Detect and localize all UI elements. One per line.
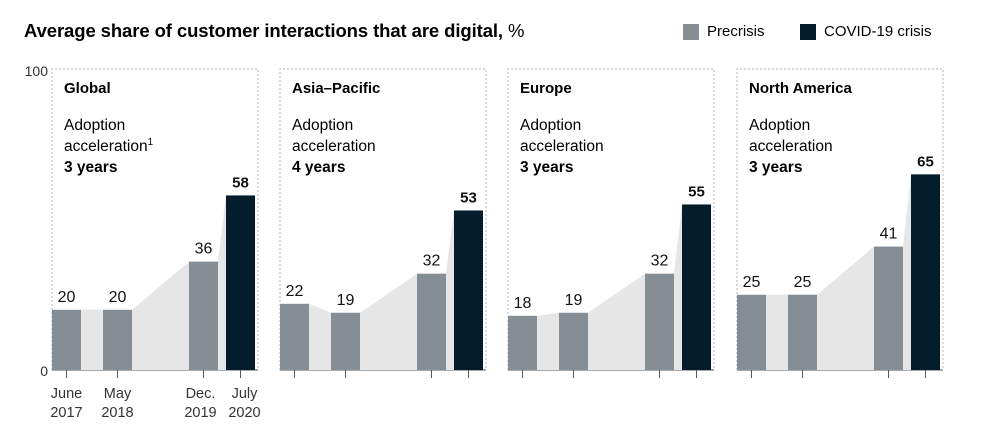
panel-adoption-line1: Adoption	[64, 117, 125, 134]
x-tick-label: 2020	[228, 405, 260, 421]
bar-value-label: 58	[232, 174, 249, 191]
legend-swatch-precrisis	[683, 23, 699, 40]
panel-frame-global	[51, 68, 259, 370]
bar-value-label: 41	[880, 226, 898, 243]
bar-value-label: 22	[286, 283, 304, 300]
bar-value-label: 19	[565, 292, 583, 309]
bar-global-2	[103, 309, 132, 370]
bar-europe-3	[645, 273, 674, 370]
panel-years-asia-pacific: 4 years	[292, 159, 345, 176]
bar-asia-pacific-3	[417, 273, 446, 370]
x-tick-label: Dec.	[186, 386, 216, 402]
panel-years-global: 3 years	[64, 159, 117, 176]
bar-value-label: 18	[514, 295, 532, 312]
panel-adoption-line2: acceleration	[292, 138, 376, 155]
panel-frame-north-america	[736, 68, 944, 370]
panel-title-asia-pacific: Asia–Pacific	[292, 80, 380, 97]
bar-north-america-2	[788, 294, 817, 370]
panel-adoption-line1: Adoption	[520, 117, 581, 134]
chart-title: Average share of customer interactions t…	[24, 20, 525, 41]
bar-value-label: 65	[917, 153, 934, 170]
panel-title-europe: Europe	[520, 80, 572, 97]
x-tick-label: June	[51, 386, 82, 402]
bar-value-label: 36	[195, 241, 213, 258]
bar-value-label: 20	[109, 289, 127, 306]
legend-label-crisis: COVID-19 crisis	[824, 23, 932, 40]
x-tick-label: 2019	[184, 405, 216, 421]
bar-value-label: 20	[58, 289, 76, 306]
x-tick-label: 2018	[101, 405, 133, 421]
panel-frame-europe	[507, 68, 715, 370]
panel-adoption-line1: Adoption	[749, 117, 810, 134]
bar-global-4	[226, 195, 255, 370]
y-tick-label-100: 100	[25, 63, 49, 79]
x-tick-label: 2017	[50, 405, 82, 421]
bar-value-label: 19	[337, 292, 355, 309]
legend-item-precrisis: Precrisis	[683, 23, 765, 40]
x-tick-label: May	[104, 386, 132, 402]
bar-global-1	[52, 309, 81, 370]
x-tick-label: July	[232, 386, 259, 402]
panel-years-north-america: 3 years	[749, 159, 802, 176]
bar-value-label: 32	[651, 253, 669, 270]
bar-value-label: 55	[688, 183, 705, 200]
bar-asia-pacific-1	[280, 303, 309, 370]
panel-frame-asia-pacific	[279, 68, 487, 370]
bar-asia-pacific-2	[331, 312, 360, 370]
footnote-marker: 1	[148, 137, 154, 148]
bar-value-label: 25	[743, 274, 761, 291]
panel-adoption-line1: Adoption	[292, 117, 353, 134]
legend-label-precrisis: Precrisis	[707, 23, 765, 40]
bar-north-america-3	[874, 246, 903, 370]
legend-swatch-crisis	[800, 23, 816, 40]
panel-adoption-line2: acceleration	[520, 138, 604, 155]
panel-title-global: Global	[64, 80, 111, 97]
bar-north-america-4	[911, 174, 940, 370]
legend-item-crisis: COVID-19 crisis	[800, 23, 932, 40]
bar-north-america-1	[737, 294, 766, 370]
bar-global-3	[189, 261, 218, 370]
bar-value-label: 25	[794, 274, 812, 291]
panel-adoption-line2: acceleration1	[64, 137, 154, 155]
bar-value-label: 53	[460, 189, 477, 206]
bar-value-label: 32	[423, 253, 441, 270]
panel-years-europe: 3 years	[520, 159, 573, 176]
y-tick-label-0: 0	[40, 363, 48, 379]
bar-asia-pacific-4	[454, 210, 483, 370]
bar-europe-2	[559, 312, 588, 370]
panel-adoption-line2: acceleration	[749, 138, 833, 155]
bar-europe-4	[682, 204, 711, 370]
bar-europe-1	[508, 315, 537, 370]
chart-title-unit: %	[508, 20, 525, 41]
panel-title-north-america: North America	[749, 80, 852, 97]
